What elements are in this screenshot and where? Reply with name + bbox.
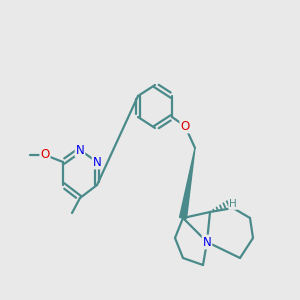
Text: N: N xyxy=(202,236,211,248)
Text: O: O xyxy=(180,119,190,133)
Text: O: O xyxy=(40,148,50,161)
Text: N: N xyxy=(93,155,101,169)
Text: N: N xyxy=(76,143,84,157)
Polygon shape xyxy=(180,148,195,219)
Text: H: H xyxy=(229,199,237,209)
